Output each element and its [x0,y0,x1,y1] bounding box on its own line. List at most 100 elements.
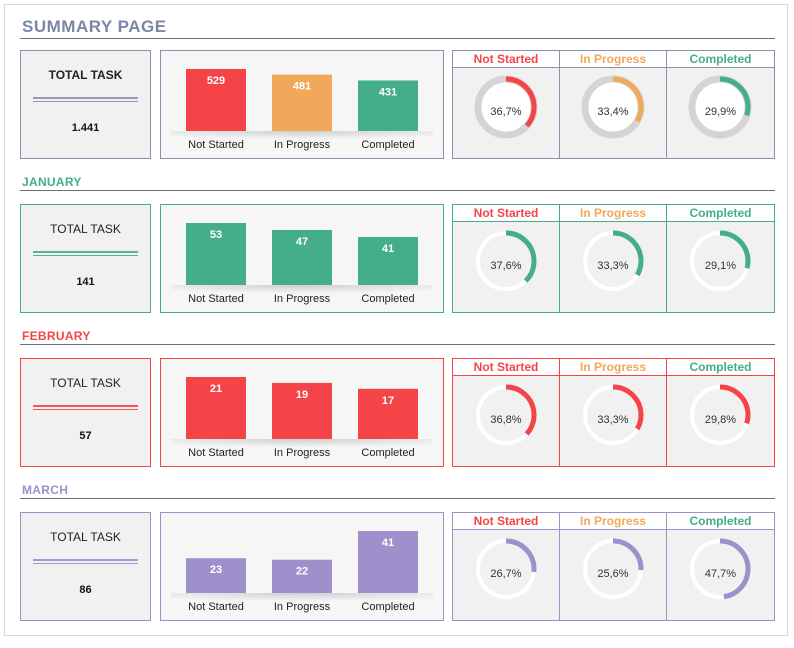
donut-chart [582,230,644,292]
bar-value-label: 431 [379,86,397,98]
donut-chart [689,230,751,292]
chart-floor-shadow [171,131,433,143]
bar-in-progress [272,74,332,131]
donut-arc [689,538,751,600]
total-task-divider [33,559,138,564]
category-label: Completed [361,601,414,613]
bar-chart-svg: 21 Not Started 19 In Progress 17 Completed [171,377,433,459]
section-title-january: JANUARY [22,175,82,189]
total-task-value: 86 [79,584,92,596]
bar-value-label: 41 [382,537,394,549]
bar-completed [358,237,418,285]
donut-chart [688,75,752,139]
donut-percent-label: 33,3% [597,260,629,272]
donut-cell-not-started: Not Started 36,8% [453,359,560,466]
donut-arc [475,76,537,138]
donut-cell-in-progress: In Progress 25,6% [560,513,667,620]
category-label: In Progress [274,601,331,613]
donut-chart [581,75,645,139]
bar-chart-svg: 529 Not Started 481 In Progress 431 Completed [171,69,433,151]
donut-arc [689,384,751,446]
total-task-divider [33,97,138,102]
bar-not-started [186,69,246,131]
donut-cell-in-progress: In Progress 33,3% [560,205,667,312]
donut-arc [475,538,537,600]
total-task-label: TOTAL TASK [48,68,123,82]
section-title-february: FEBRUARY [22,329,91,343]
donut-cell-not-started: Not Started 36,7% [453,51,560,158]
donut-chart [689,538,751,600]
section-divider [20,344,775,345]
donut-header: Not Started [453,51,559,68]
donut-arc [582,76,644,138]
total-task-label: TOTAL TASK [50,222,121,236]
bar-in-progress [272,382,332,439]
percentage-donuts-summary: Not Started 36,7% In Progress 33,4% Complete… [452,50,775,159]
donut-cell-completed: Completed 29,9% [667,51,774,158]
donut-percent-label: 29,9% [704,106,737,118]
bar-value-label: 53 [210,229,222,241]
donut-header: In Progress [560,513,666,530]
donut-arc [475,384,537,446]
percentage-donuts-february: Not Started 36,8% In Progress 33,3% Complete… [452,358,775,467]
section-title-march: MARCH [22,483,69,497]
donut-arc [582,230,644,292]
bar-value-label: 529 [207,75,225,87]
bar-in-progress [272,230,332,285]
bar-chart-summary: 529 Not Started 481 In Progress 431 Completed [160,50,444,159]
page-frame [4,4,788,636]
donut-cell-completed: Completed 29,8% [667,359,774,466]
donut-header: In Progress [560,359,666,376]
donut-chart [582,384,644,446]
category-label: Not Started [188,139,244,151]
donut-header: Not Started [453,205,559,222]
section-divider [20,190,775,191]
donut-cell-not-started: Not Started 37,6% [453,205,560,312]
category-label: Completed [361,447,414,459]
donut-header: Completed [667,513,774,530]
category-label: In Progress [274,447,331,459]
donut-arc [582,538,644,600]
total-task-card-january: TOTAL TASK 141 [20,204,151,313]
donut-header: In Progress [560,205,666,222]
donut-arc [582,384,644,446]
bar-value-label: 481 [293,81,311,93]
total-task-card-summary: TOTAL TASK 1.441 [20,50,151,159]
category-label: Not Started [188,293,244,305]
bar-value-label: 17 [382,395,394,407]
chart-floor-shadow [171,285,433,297]
donut-header: Not Started [453,359,559,376]
donut-header: Completed [667,359,774,376]
category-label: Not Started [188,447,244,459]
donut-chart [475,538,537,600]
bar-not-started [186,223,246,285]
donut-percent-label: 26,7% [490,568,522,580]
donut-arc [689,230,751,292]
donut-percent-label: 33,4% [597,106,629,118]
percentage-donuts-january: Not Started 37,6% In Progress 33,3% Complete… [452,204,775,313]
category-label: In Progress [274,139,331,151]
category-label: Not Started [188,601,244,613]
donut-header: Not Started [453,513,559,530]
section-divider [20,498,775,499]
total-task-value: 141 [76,276,95,288]
donut-percent-label: 33,3% [597,414,629,426]
donut-percent-label: 29,8% [704,414,737,426]
bar-value-label: 19 [296,389,308,401]
chart-floor-shadow [171,439,433,451]
donut-chart [475,384,537,446]
bar-not-started [186,377,246,439]
bar-value-label: 41 [382,243,394,255]
bar-chart-february: 21 Not Started 19 In Progress 17 Completed [160,358,444,467]
donut-header: Completed [667,205,774,222]
donut-cell-completed: Completed 29,1% [667,205,774,312]
donut-percent-label: 47,7% [704,568,737,580]
total-task-label: TOTAL TASK [50,530,121,544]
category-label: Completed [361,139,414,151]
total-task-label: TOTAL TASK [50,376,121,390]
donut-chart [474,75,538,139]
page-title: SUMMARY PAGE [22,17,167,36]
donut-cell-not-started: Not Started 26,7% [453,513,560,620]
bar-chart-svg: 23 Not Started 22 In Progress 41 Completed [171,531,433,613]
bar-value-label: 21 [210,383,222,395]
